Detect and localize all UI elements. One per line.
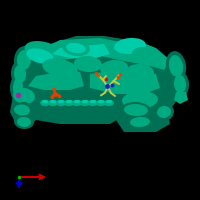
Polygon shape [52, 44, 110, 58]
Ellipse shape [56, 100, 66, 106]
Ellipse shape [40, 101, 50, 113]
Ellipse shape [126, 64, 154, 80]
Ellipse shape [72, 101, 83, 113]
Ellipse shape [104, 100, 114, 106]
Polygon shape [174, 92, 188, 104]
Ellipse shape [174, 75, 186, 93]
Ellipse shape [154, 103, 174, 121]
Ellipse shape [64, 101, 74, 113]
Polygon shape [116, 96, 170, 132]
Ellipse shape [64, 100, 74, 106]
Ellipse shape [50, 100, 56, 103]
Ellipse shape [62, 40, 90, 56]
Polygon shape [10, 86, 40, 124]
Ellipse shape [42, 100, 48, 103]
Ellipse shape [96, 100, 106, 106]
Ellipse shape [80, 101, 91, 113]
Ellipse shape [14, 46, 34, 74]
Ellipse shape [132, 47, 156, 61]
Ellipse shape [80, 100, 90, 106]
Ellipse shape [13, 88, 35, 104]
Ellipse shape [171, 71, 189, 97]
Ellipse shape [157, 106, 171, 118]
Ellipse shape [82, 100, 88, 103]
Ellipse shape [121, 102, 151, 118]
Polygon shape [36, 38, 170, 70]
Polygon shape [104, 40, 170, 68]
Ellipse shape [88, 100, 98, 106]
Ellipse shape [72, 100, 82, 106]
Ellipse shape [25, 41, 63, 63]
Ellipse shape [66, 100, 72, 103]
Ellipse shape [114, 38, 146, 54]
Ellipse shape [26, 48, 54, 64]
Ellipse shape [104, 101, 115, 113]
Ellipse shape [130, 117, 150, 127]
Ellipse shape [13, 78, 23, 98]
Ellipse shape [169, 55, 183, 77]
Ellipse shape [48, 101, 58, 113]
Ellipse shape [48, 100, 58, 106]
Ellipse shape [100, 60, 128, 76]
Ellipse shape [98, 100, 104, 103]
Ellipse shape [17, 117, 31, 127]
Polygon shape [32, 88, 124, 124]
Polygon shape [12, 36, 184, 120]
Polygon shape [90, 68, 160, 94]
Ellipse shape [88, 101, 98, 113]
Ellipse shape [126, 115, 154, 129]
Ellipse shape [17, 50, 31, 70]
Ellipse shape [90, 100, 96, 103]
Ellipse shape [10, 74, 26, 102]
Ellipse shape [13, 102, 35, 118]
Ellipse shape [14, 65, 26, 83]
Ellipse shape [122, 91, 158, 109]
Polygon shape [28, 72, 84, 90]
Ellipse shape [66, 43, 86, 53]
Ellipse shape [74, 100, 80, 103]
Ellipse shape [106, 100, 112, 103]
Ellipse shape [166, 51, 186, 81]
Ellipse shape [42, 58, 78, 78]
Ellipse shape [14, 104, 30, 116]
Ellipse shape [40, 100, 50, 106]
Ellipse shape [58, 100, 64, 103]
Ellipse shape [11, 61, 29, 87]
Ellipse shape [124, 104, 148, 116]
Ellipse shape [74, 56, 102, 72]
Ellipse shape [14, 115, 34, 129]
Polygon shape [24, 56, 176, 108]
Ellipse shape [56, 101, 66, 113]
Ellipse shape [96, 101, 106, 113]
